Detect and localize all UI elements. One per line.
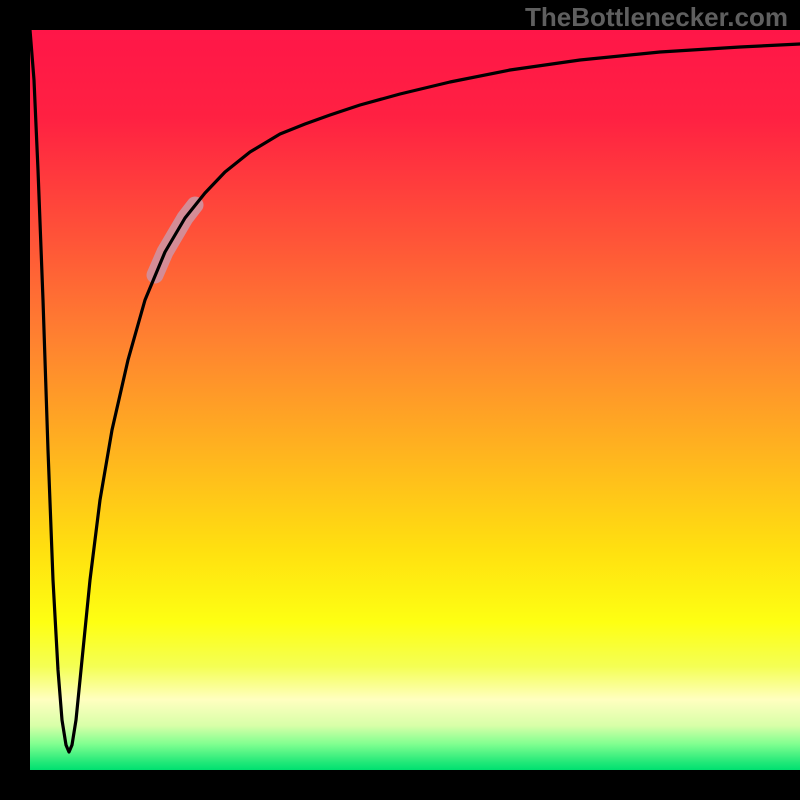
chart-svg bbox=[0, 0, 800, 800]
watermark-text: TheBottlenecker.com bbox=[525, 2, 788, 33]
chart-container: TheBottlenecker.com bbox=[0, 0, 800, 800]
plot-background bbox=[30, 30, 800, 770]
